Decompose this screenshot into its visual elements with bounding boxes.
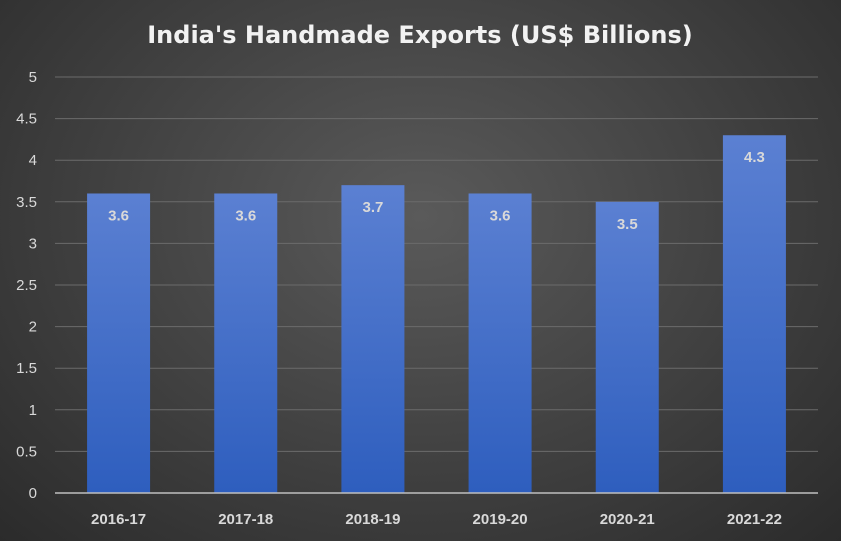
data-label: 3.6 (235, 207, 256, 224)
y-tick-label: 0.5 (16, 443, 37, 460)
y-tick-label: 0 (29, 485, 37, 502)
y-tick-label: 1.5 (16, 360, 37, 377)
x-tick-label: 2016-17 (91, 511, 146, 528)
data-label: 3.6 (108, 207, 129, 224)
x-tick-label: 2017-18 (218, 511, 273, 528)
x-tick-label: 2019-20 (473, 511, 528, 528)
bar (468, 193, 532, 494)
data-label: 4.3 (744, 149, 765, 166)
x-tick-label: 2021-22 (727, 511, 782, 528)
y-tick-label: 3.5 (16, 194, 37, 211)
y-tick-label: 5 (29, 69, 37, 86)
bar (722, 135, 786, 494)
y-tick-label: 1 (29, 402, 37, 419)
data-label: 3.6 (490, 207, 511, 224)
chart-title: India's Handmade Exports (US$ Billions) (147, 21, 692, 49)
data-label: 3.5 (617, 216, 638, 233)
data-labels: 3.6 3.6 3.7 3.6 3.5 4.3 (108, 149, 765, 233)
y-tick-label: 4 (29, 152, 37, 169)
bar (341, 185, 405, 493)
bar (87, 193, 151, 494)
bar (595, 201, 659, 494)
y-tick-label: 2 (29, 319, 37, 336)
bars (87, 135, 786, 494)
x-tick-label: 2018-19 (345, 511, 400, 528)
bar (214, 193, 278, 494)
x-tick-label: 2020-21 (600, 511, 655, 528)
data-label: 3.7 (362, 199, 383, 216)
gridlines (55, 76, 818, 452)
y-tick-label: 4.5 (16, 111, 37, 128)
y-tick-label: 2.5 (16, 277, 37, 294)
y-axis-ticks: 0 0.5 1 1.5 2 2.5 3 3.5 4 4.5 5 (16, 69, 37, 502)
y-tick-label: 3 (29, 235, 37, 252)
x-axis-ticks: 2016-17 2017-18 2018-19 2019-20 2020-21 2021-… (91, 511, 782, 528)
